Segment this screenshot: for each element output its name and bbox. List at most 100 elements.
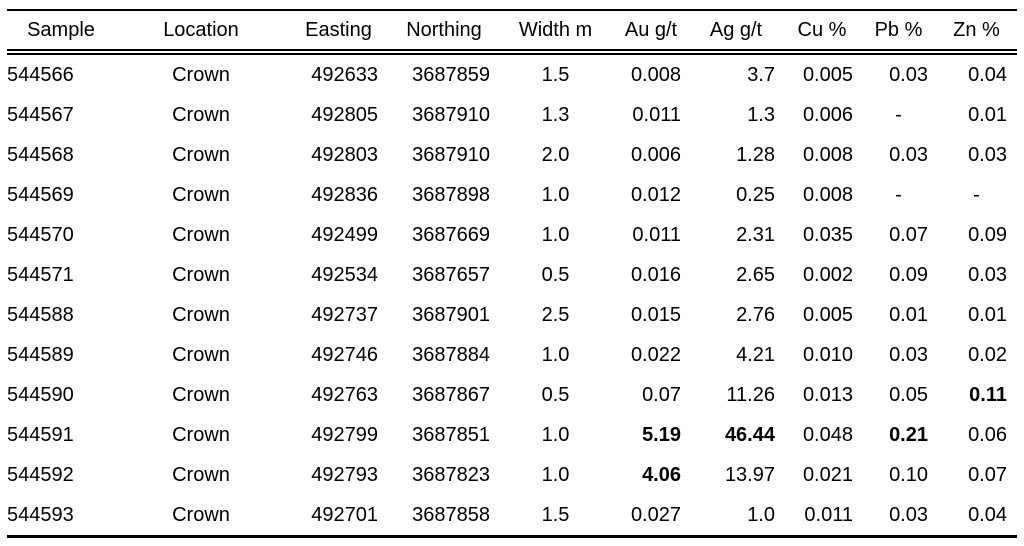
cell-au-g-t: 5.19 — [642, 423, 681, 446]
cell-location: Crown — [172, 143, 230, 166]
cell-ag-g-t: 4.21 — [736, 343, 775, 366]
cell-zn-pct: 0.03 — [968, 143, 1007, 166]
cell-pb-pct: 0.05 — [889, 383, 928, 406]
cell-pb-pct: 0.03 — [889, 63, 928, 86]
cell-easting: 492737 — [311, 303, 378, 326]
cell-au-g-t: 0.008 — [630, 63, 681, 86]
table-row: 544571 Crown 492534 3687657 0.5 0.016 2.65 0.00… — [7, 255, 1017, 295]
cell-northing: 3687898 — [412, 183, 490, 206]
cell-zn-pct: 0.04 — [968, 503, 1007, 526]
cell-width-m: 1.0 — [541, 463, 570, 486]
cell-width-m: 1.5 — [541, 503, 570, 526]
column-header-pb-pct: Pb % — [861, 10, 936, 55]
table-row: 544568 Crown 492803 3687910 2.0 0.006 1.28 0.00… — [7, 135, 1017, 175]
cell-cu-pct: 0.006 — [802, 103, 853, 126]
cell-ag-g-t: 2.65 — [736, 263, 775, 286]
cell-cu-pct: 0.005 — [802, 303, 853, 326]
table-row: 544567 Crown 492805 3687910 1.3 0.011 1.3 0.006… — [7, 95, 1017, 135]
cell-location: Crown — [172, 463, 230, 486]
assay-results-table: Sample Location Easting Northing Width m Au g… — [7, 9, 1017, 538]
table-row: 544593 Crown 492701 3687858 1.5 0.027 1.0 0.011… — [7, 495, 1017, 537]
cell-pb-pct: 0.07 — [889, 223, 928, 246]
cell-ag-g-t: 3.7 — [747, 63, 775, 86]
table-row: 544592 Crown 492793 3687823 1.0 4.06 13.97 0.02… — [7, 455, 1017, 495]
cell-sample: 544566 — [7, 63, 74, 86]
cell-northing: 3687910 — [412, 103, 490, 126]
cell-cu-pct: 0.048 — [802, 423, 853, 446]
cell-width-m: 2.5 — [541, 303, 570, 326]
cell-ag-g-t: 2.76 — [736, 303, 775, 326]
cell-width-m: 0.5 — [541, 263, 570, 286]
cell-cu-pct: 0.008 — [802, 183, 853, 206]
cell-zn-pct: 0.04 — [968, 63, 1007, 86]
cell-location: Crown — [172, 183, 230, 206]
cell-pb-pct: - — [895, 183, 902, 206]
cell-northing: 3687910 — [412, 143, 490, 166]
table-row: 544591 Crown 492799 3687851 1.0 5.19 46.44 0.04… — [7, 415, 1017, 455]
cell-ag-g-t: 13.97 — [724, 463, 775, 486]
cell-location: Crown — [172, 103, 230, 126]
table-row: 544590 Crown 492763 3687867 0.5 0.07 11.26 0.01… — [7, 375, 1017, 415]
cell-northing: 3687851 — [412, 423, 490, 446]
cell-ag-g-t: 2.31 — [736, 223, 775, 246]
cell-sample: 544592 — [7, 463, 74, 486]
cell-pb-pct: 0.03 — [889, 503, 928, 526]
cell-sample: 544568 — [7, 143, 74, 166]
cell-northing: 3687901 — [412, 303, 490, 326]
document-page: Sample Location Easting Northing Width m Au g… — [0, 9, 1024, 546]
cell-zn-pct: - — [973, 183, 980, 206]
cell-ag-g-t: 11.26 — [726, 383, 775, 406]
cell-pb-pct: 0.03 — [889, 343, 928, 366]
cell-au-g-t: 0.015 — [630, 303, 681, 326]
cell-pb-pct: - — [895, 103, 902, 126]
cell-zn-pct: 0.01 — [968, 303, 1007, 326]
cell-sample: 544593 — [7, 503, 74, 526]
cell-width-m: 2.0 — [541, 143, 570, 166]
cell-easting: 492803 — [311, 143, 378, 166]
cell-sample: 544589 — [7, 343, 74, 366]
cell-location: Crown — [172, 63, 230, 86]
cell-easting: 492746 — [311, 343, 378, 366]
cell-cu-pct: 0.005 — [802, 63, 853, 86]
cell-au-g-t: 0.022 — [630, 343, 681, 366]
cell-easting: 492836 — [311, 183, 378, 206]
cell-northing: 3687657 — [412, 263, 490, 286]
cell-au-g-t: 0.012 — [630, 183, 681, 206]
cell-cu-pct: 0.021 — [802, 463, 853, 486]
cell-au-g-t: 0.011 — [632, 223, 681, 246]
cell-width-m: 0.5 — [541, 383, 570, 406]
cell-location: Crown — [172, 423, 230, 446]
cell-zn-pct: 0.06 — [968, 423, 1007, 446]
cell-easting: 492799 — [311, 423, 378, 446]
cell-width-m: 1.0 — [541, 343, 570, 366]
cell-sample: 544571 — [7, 263, 74, 286]
column-header-zn-pct: Zn % — [936, 10, 1017, 55]
cell-sample: 544588 — [7, 303, 74, 326]
table-row: 544570 Crown 492499 3687669 1.0 0.011 2.31 0.03… — [7, 215, 1017, 255]
cell-location: Crown — [172, 223, 230, 246]
cell-cu-pct: 0.035 — [802, 223, 853, 246]
cell-zn-pct: 0.11 — [969, 383, 1007, 406]
cell-sample: 544567 — [7, 103, 74, 126]
column-header-cu-pct: Cu % — [783, 10, 861, 55]
cell-sample: 544570 — [7, 223, 74, 246]
cell-pb-pct: 0.21 — [889, 423, 928, 446]
table-body: 544566 Crown 492633 3687859 1.5 0.008 3.7 0.005… — [7, 52, 1017, 537]
cell-zn-pct: 0.02 — [968, 343, 1007, 366]
cell-au-g-t: 0.07 — [642, 383, 681, 406]
cell-au-g-t: 0.027 — [630, 503, 681, 526]
cell-pb-pct: 0.03 — [889, 143, 928, 166]
column-header-sample: Sample — [7, 10, 115, 55]
column-header-easting: Easting — [287, 10, 390, 55]
cell-zn-pct: 0.03 — [968, 263, 1007, 286]
cell-easting: 492763 — [311, 383, 378, 406]
table-row: 544569 Crown 492836 3687898 1.0 0.012 0.25 0.00… — [7, 175, 1017, 215]
cell-ag-g-t: 1.0 — [747, 503, 775, 526]
cell-pb-pct: 0.10 — [889, 463, 928, 486]
cell-pb-pct: 0.09 — [889, 263, 928, 286]
cell-au-g-t: 4.06 — [642, 463, 681, 486]
column-header-northing: Northing — [390, 10, 498, 55]
cell-width-m: 1.0 — [541, 423, 570, 446]
cell-zn-pct: 0.09 — [968, 223, 1007, 246]
cell-easting: 492805 — [311, 103, 378, 126]
